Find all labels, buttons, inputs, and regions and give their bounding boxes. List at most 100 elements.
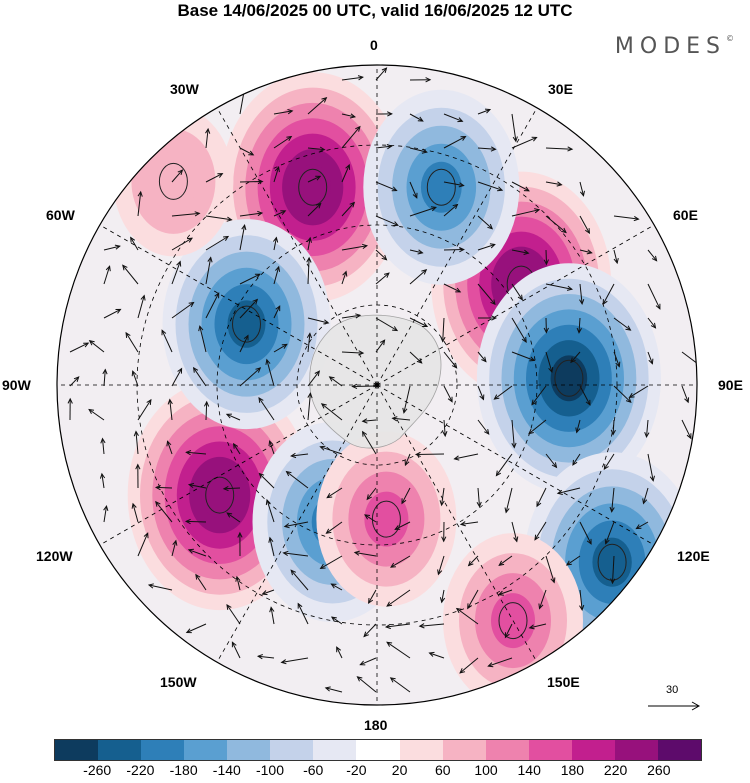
wind-arrow: [409, 206, 437, 217]
circulation-contour: [298, 168, 328, 206]
wind-arrow: [205, 235, 230, 251]
wind-arrow: [273, 135, 293, 149]
wind-arrow: [341, 313, 362, 319]
circulation-contour: [205, 476, 235, 514]
wind-arrow: [362, 430, 377, 455]
wind-arrow: [171, 237, 193, 251]
wind-arrow: [384, 623, 411, 630]
wind-arrow: [375, 111, 393, 117]
wind-arrow: [187, 548, 207, 557]
wind-arrow: [389, 677, 411, 693]
wind-arrow: [409, 269, 428, 285]
wind-arrow: [103, 504, 109, 523]
map-border: [56, 64, 698, 706]
wind-arrow: [404, 453, 411, 467]
circulation-contour: [498, 602, 528, 640]
wind-arrow: [570, 351, 581, 364]
wind-arrow: [290, 569, 309, 591]
wind-arrow: [647, 351, 654, 365]
lon-label-150w: 150W: [160, 674, 197, 690]
wind-arrow: [439, 589, 446, 604]
wind-arrow: [205, 292, 220, 319]
wind-arrow: [545, 283, 574, 291]
modes-logo: MODES©: [615, 34, 734, 59]
wind-arrow: [155, 500, 173, 523]
wind-arrow: [363, 623, 377, 638]
wind-arrow: [418, 623, 445, 629]
wind-arrow: [237, 531, 243, 557]
wind-arrow: [282, 550, 309, 557]
colorbar-swatch: [141, 740, 185, 760]
chart-title: Base 14/06/2025 00 UTC, valid 16/06/2025…: [177, 1, 573, 20]
wind-arrow: [122, 264, 139, 285]
wind-arrow: [258, 396, 275, 421]
meridian-line: [216, 107, 378, 386]
wind-arrow: [297, 602, 309, 625]
wind-arrow: [610, 555, 616, 585]
wind-arrow: [511, 351, 536, 362]
wind-arrow: [459, 657, 479, 674]
wind-vectors: [67, 67, 697, 693]
wind-arrow: [222, 485, 241, 492]
wind-arrow: [391, 416, 411, 422]
wind-arrow: [642, 487, 649, 505]
wind-arrow: [579, 283, 585, 306]
wind-arrow: [565, 555, 581, 566]
wind-arrow: [330, 583, 343, 591]
wind-arrow: [511, 136, 538, 149]
wind-arrow: [545, 181, 563, 187]
wind-arrow: [359, 657, 377, 666]
wind-arrow: [100, 437, 106, 455]
wind-arrow: [184, 518, 207, 525]
colorbar-swatch: [98, 740, 142, 760]
wind-arrow: [341, 113, 357, 119]
wind-arrow: [285, 470, 309, 489]
colorbar-tick-label: 20: [391, 762, 408, 778]
wind-arrow: [511, 317, 527, 344]
wind-arrow: [239, 147, 255, 156]
wind-arrow: [258, 472, 275, 489]
wind-arrow: [579, 249, 593, 255]
wind-arrow: [531, 385, 547, 406]
wind-arrow: [414, 451, 445, 458]
lon-label-120e: 120E: [677, 548, 710, 564]
wind-arrow: [390, 555, 411, 568]
wind-arrow: [477, 283, 496, 306]
wind-arrow: [239, 367, 262, 387]
wind-arrow: [579, 521, 592, 545]
wind-arrow: [364, 514, 377, 523]
colorbar-swatch: [270, 740, 314, 760]
colorbar-swatch: [485, 740, 529, 760]
colorbar-swatch: [55, 740, 99, 760]
wind-arrow: [604, 521, 615, 545]
wind-arrow: [290, 452, 309, 459]
wind-arrow: [511, 113, 518, 143]
wind-arrow: [239, 223, 247, 251]
south-pole-marker: [374, 382, 380, 388]
wind-arrow: [273, 210, 287, 217]
wind-arrow: [610, 419, 616, 436]
wind-arrow: [341, 270, 348, 285]
wind-arrow: [171, 169, 184, 183]
colorbar: [54, 739, 702, 761]
wind-arrow: [166, 440, 173, 455]
wind-arrow: [306, 256, 312, 285]
wind-arrow: [493, 385, 513, 400]
colorbar-swatch: [442, 740, 486, 760]
wind-arrow: [609, 487, 615, 513]
latitude-circle: [136, 144, 618, 626]
colorbar-swatch: [313, 740, 357, 760]
colorbar-tick-label: 60: [435, 762, 451, 778]
wind-arrow: [375, 339, 386, 353]
circulation-contour: [554, 359, 584, 397]
wind-arrow: [341, 125, 361, 149]
reference-arrow-icon: [648, 701, 701, 711]
lon-label-150e: 150E: [547, 674, 580, 690]
wind-arrow: [135, 463, 141, 489]
circulation-contour: [158, 162, 188, 200]
wind-arrow: [545, 351, 554, 374]
wind-arrow: [203, 400, 210, 421]
wind-arrow: [409, 181, 418, 199]
wind-arrow: [613, 317, 632, 331]
wind-arrow: [167, 398, 173, 421]
